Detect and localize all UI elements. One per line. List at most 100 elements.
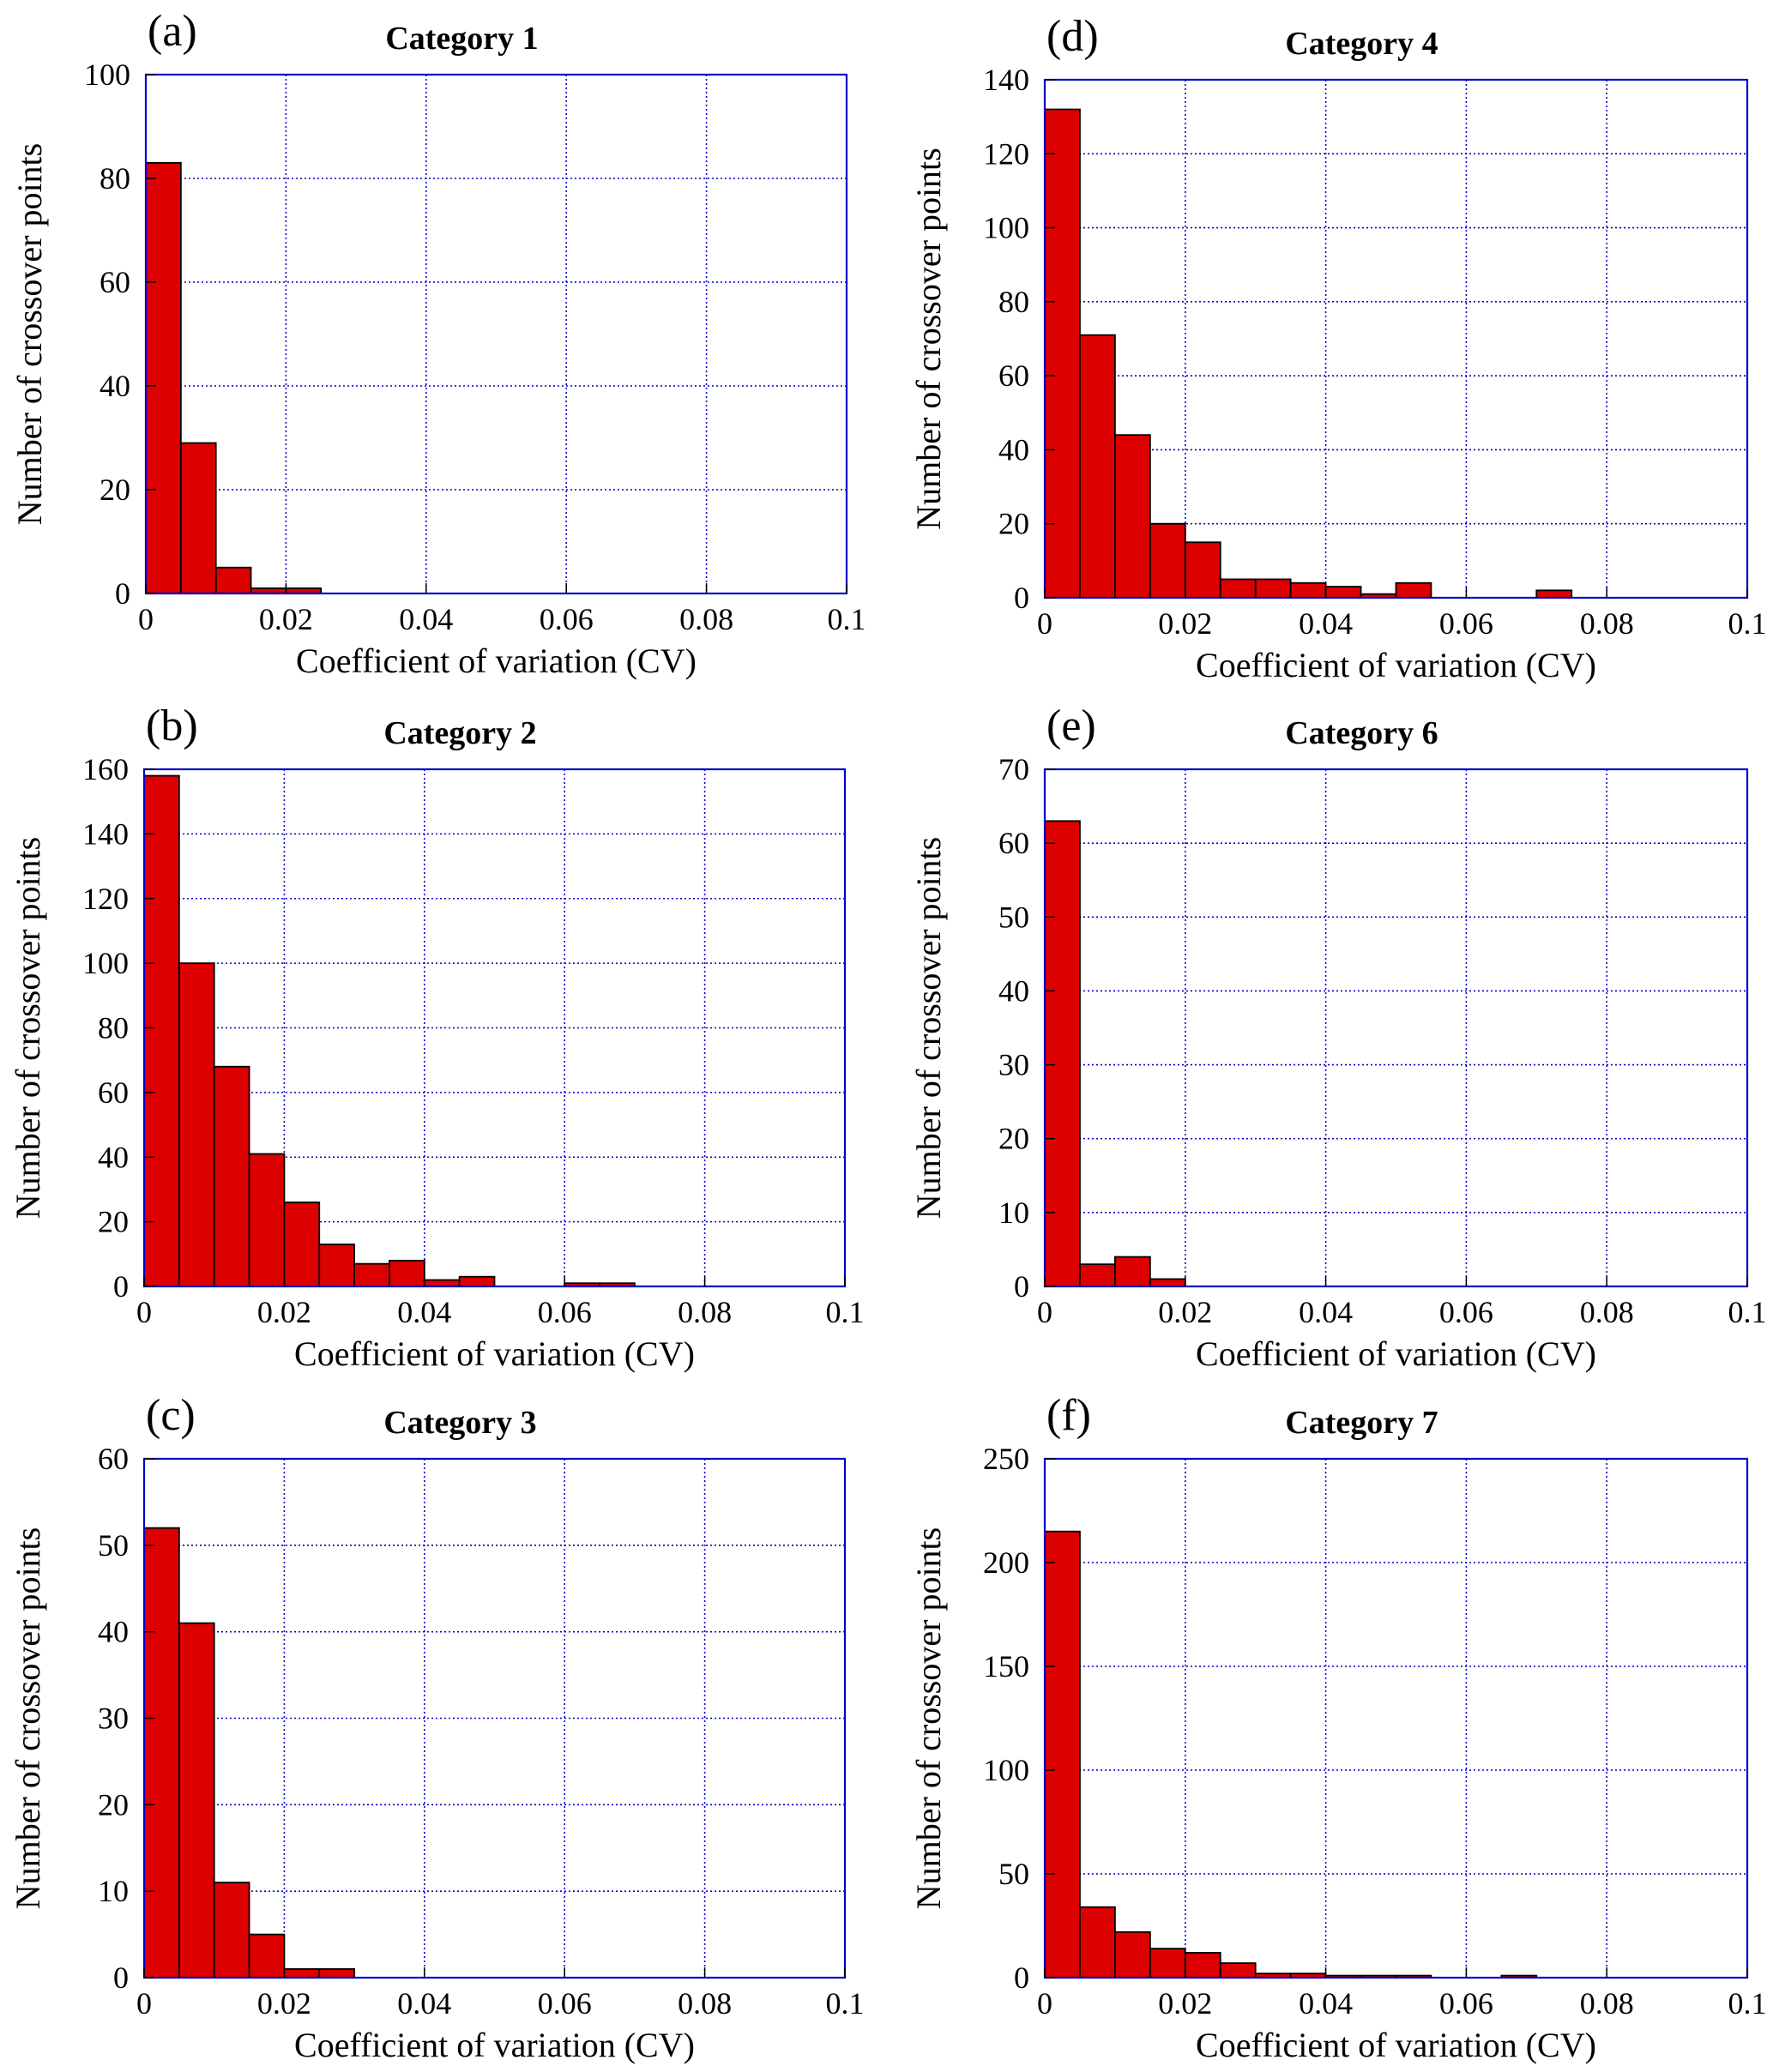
histogram-bar — [1289, 581, 1327, 599]
y-tick-label: 20 — [98, 1787, 129, 1822]
panel-label: (a) — [148, 7, 197, 56]
histogram-bar — [1044, 1530, 1081, 1979]
y-axis-label: Number of crossover points — [909, 837, 948, 1219]
panel-label: (b) — [146, 702, 198, 750]
panel-title: Category 6 — [1285, 715, 1438, 751]
x-tick-label: 0.06 — [540, 602, 594, 636]
y-tick-label: 120 — [983, 136, 1029, 171]
histogram-bar — [179, 442, 217, 594]
x-tick-label: 0.08 — [679, 602, 733, 636]
x-tick-label: 0.04 — [397, 1295, 451, 1329]
y-tick-label: 50 — [98, 1528, 129, 1563]
y-tick-label: 60 — [100, 265, 130, 299]
x-tick-label: 0.1 — [828, 602, 866, 636]
x-tick-label: 0.08 — [1580, 1295, 1634, 1329]
y-tick-label: 30 — [998, 1048, 1029, 1082]
chart-panel: 0 0.02 0.04 0.06 0.08 0.1 0 20 40 60 80 100 120 140 Co… — [909, 12, 1767, 684]
histogram-bar — [1184, 1952, 1221, 1979]
x-tick-label: 0.04 — [399, 602, 453, 636]
histogram-bar — [1114, 1930, 1151, 1979]
x-tick-label: 0.02 — [259, 602, 313, 636]
y-tick-label: 80 — [100, 161, 130, 196]
histogram-bar — [145, 161, 182, 594]
y-tick-label: 40 — [98, 1615, 129, 1649]
panel-title: Category 7 — [1285, 1405, 1438, 1441]
x-axis-label: Coefficient of variation (CV) — [294, 2026, 695, 2064]
plot-frame — [144, 73, 848, 595]
plot-frame — [1043, 78, 1749, 599]
panel-title: Category 3 — [383, 1405, 536, 1441]
panel-title: Category 2 — [383, 715, 536, 751]
y-tick-label: 80 — [98, 1011, 129, 1045]
y-tick-label: 0 — [1014, 1269, 1029, 1304]
histogram-bar — [143, 1527, 180, 1979]
x-tick-label: 0 — [1037, 606, 1052, 641]
y-tick-label: 0 — [1014, 581, 1029, 615]
x-axis-label: Coefficient of variation (CV) — [1196, 1334, 1596, 1373]
y-axis-label: Number of crossover points — [909, 1527, 948, 1909]
x-tick-label: 0.04 — [397, 1986, 451, 2021]
y-axis-label: Number of crossover points — [909, 148, 948, 529]
panel-label: (c) — [146, 1391, 196, 1440]
y-tick-label: 60 — [998, 826, 1029, 860]
x-tick-label: 0.06 — [1439, 606, 1493, 641]
y-tick-label: 160 — [82, 752, 129, 786]
y-tick-label: 20 — [998, 507, 1029, 541]
y-tick-label: 40 — [998, 432, 1029, 467]
x-axis-label: Coefficient of variation (CV) — [296, 641, 697, 680]
y-axis-label: Number of crossover points — [10, 143, 49, 525]
histogram-bar — [1219, 578, 1257, 599]
y-tick-label: 120 — [82, 882, 129, 916]
histogram-bar — [1114, 1256, 1151, 1287]
y-tick-label: 0 — [113, 1961, 129, 1995]
histogram-bar — [1044, 108, 1081, 599]
histogram-bar — [318, 1244, 355, 1287]
y-tick-label: 70 — [998, 752, 1029, 786]
y-axis-label: Number of crossover points — [9, 837, 47, 1219]
x-tick-label: 0.08 — [678, 1295, 732, 1329]
panel-title: Category 4 — [1285, 26, 1438, 62]
histogram-bar — [1184, 541, 1221, 599]
histogram-bar — [389, 1259, 425, 1287]
panel-title: Category 1 — [385, 21, 538, 57]
y-tick-label: 30 — [98, 1702, 129, 1736]
y-tick-label: 0 — [1014, 1961, 1029, 1995]
y-tick-label: 60 — [998, 358, 1029, 393]
x-tick-label: 0.1 — [826, 1295, 865, 1329]
histogram-bar — [1535, 589, 1573, 599]
x-tick-label: 0.04 — [1299, 1986, 1353, 2021]
x-tick-label: 0.02 — [257, 1295, 311, 1329]
y-tick-label: 200 — [983, 1545, 1029, 1580]
x-tick-label: 0 — [138, 602, 154, 636]
x-tick-label: 0.04 — [1299, 606, 1353, 641]
y-tick-label: 80 — [998, 285, 1029, 319]
histogram-bar — [353, 1262, 390, 1287]
chart-panel: 0 0.02 0.04 0.06 0.08 0.1 0 10 20 30 40 50 60 70 Coeff… — [909, 702, 1767, 1373]
histogram-bar — [1395, 581, 1432, 599]
y-tick-label: 40 — [98, 1140, 129, 1174]
y-tick-label: 0 — [115, 576, 130, 611]
x-tick-label: 0 — [136, 1295, 152, 1329]
x-tick-label: 0.02 — [1158, 1295, 1212, 1329]
histogram-bar — [143, 774, 180, 1287]
y-tick-label: 150 — [983, 1649, 1029, 1684]
x-tick-label: 0.02 — [257, 1986, 311, 2021]
x-tick-label: 0 — [136, 1986, 152, 2021]
histogram-bar — [248, 1153, 286, 1287]
y-tick-label: 250 — [983, 1442, 1029, 1476]
histogram-bar — [213, 1882, 250, 1979]
histogram-bar — [178, 962, 215, 1287]
histogram-bar — [1079, 1263, 1116, 1287]
plot-frame — [1043, 768, 1749, 1288]
x-tick-label: 0.1 — [826, 1986, 865, 2021]
x-tick-label: 0.06 — [1439, 1295, 1493, 1329]
x-tick-label: 0.08 — [1580, 1986, 1634, 2021]
histogram-bar — [1044, 820, 1081, 1287]
histogram-bar — [1324, 586, 1362, 599]
y-tick-label: 60 — [98, 1442, 129, 1476]
x-tick-label: 0.06 — [538, 1295, 592, 1329]
histogram-bar — [458, 1275, 496, 1287]
x-tick-label: 0.06 — [538, 1986, 592, 2021]
y-tick-label: 100 — [82, 946, 129, 980]
